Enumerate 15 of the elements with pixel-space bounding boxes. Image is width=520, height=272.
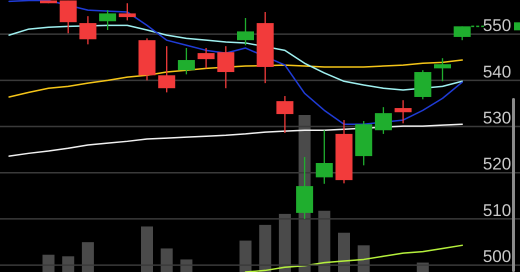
bar [82, 242, 94, 272]
bar [259, 224, 272, 272]
bar [240, 240, 252, 272]
bar [278, 214, 291, 272]
bar [318, 210, 330, 272]
bar [141, 226, 153, 272]
y-tick-label: 540 [482, 62, 512, 82]
y-tick-label: 520 [482, 154, 512, 174]
y-tick-label: 530 [482, 108, 512, 128]
y-tick-label: 510 [482, 200, 512, 220]
y-tick-label: 500 [482, 247, 512, 266]
bar [338, 232, 350, 272]
bar [160, 248, 173, 272]
bar [42, 254, 54, 272]
y-tick-label: 550 [482, 16, 512, 36]
